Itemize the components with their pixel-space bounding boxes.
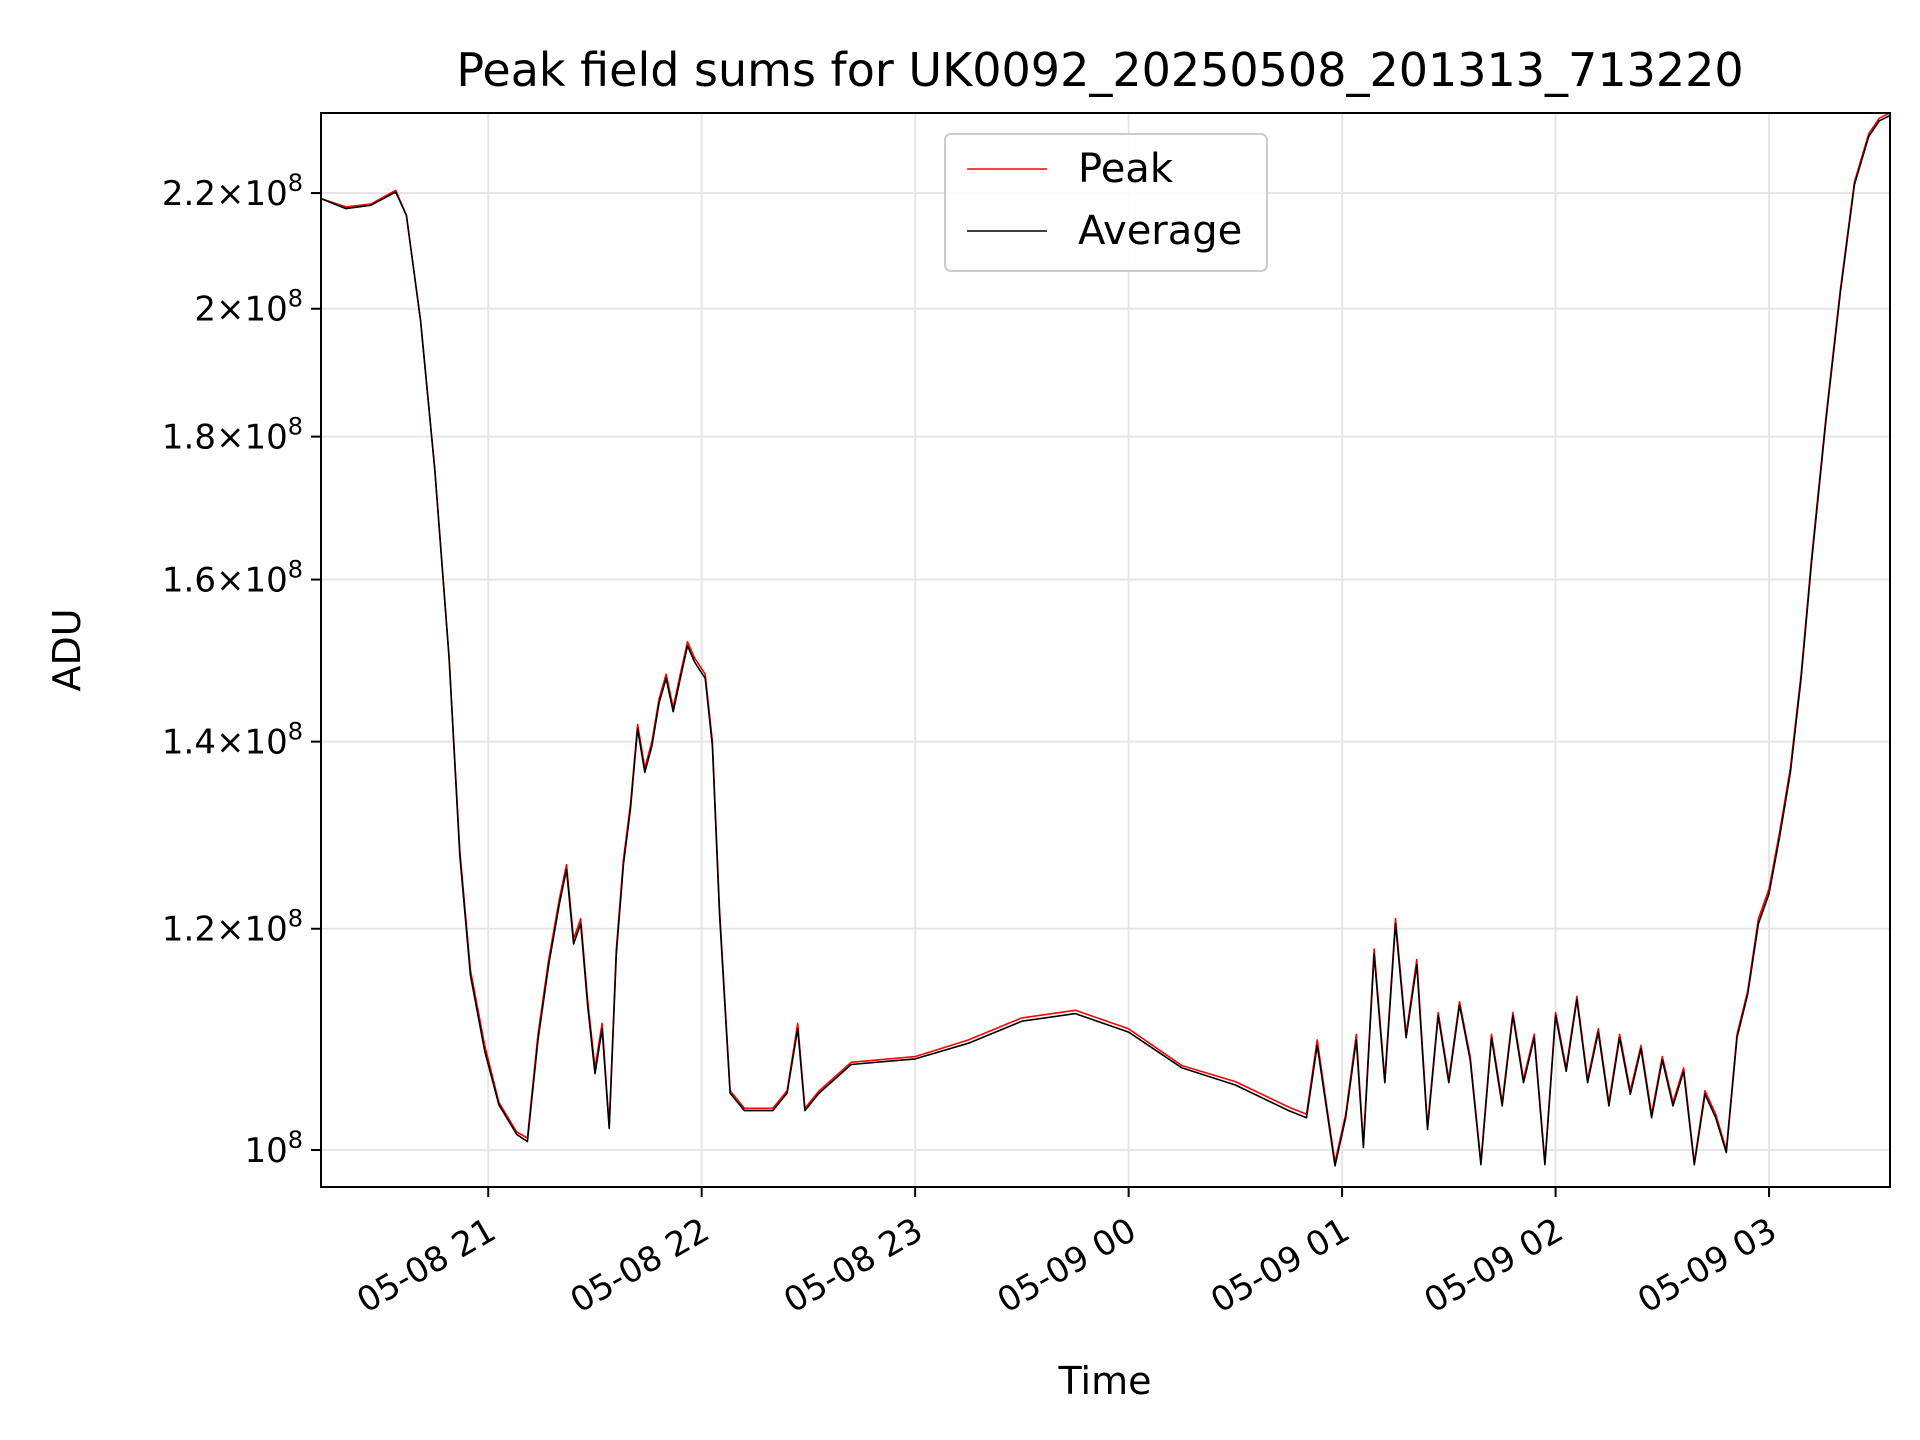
- legend-label-peak: Peak: [1078, 146, 1174, 192]
- x-axis-label: Time: [1058, 1359, 1152, 1403]
- y-tick-label: 1.2×108: [162, 905, 303, 950]
- y-tick-label: 1.4×108: [162, 718, 303, 763]
- y-tick-label: 1.8×108: [162, 413, 303, 458]
- legend-label-average: Average: [1078, 208, 1242, 254]
- plot-area: [321, 113, 1890, 1187]
- y-axis-ticks: 108 1.2×108 1.4×108 1.6×108 1.8×108 2×108 2.2×…: [162, 169, 321, 1171]
- chart-title: Peak field sums for UK0092_20250508_2013…: [456, 43, 1743, 97]
- plot-frame: [320, 112, 1891, 1188]
- y-tick-label: 108: [244, 1126, 303, 1171]
- series-line-average: [321, 114, 1890, 1167]
- y-tick-label: 2.2×108: [162, 169, 303, 214]
- y-tick-label: 2×108: [194, 285, 303, 330]
- legend: Peak Average: [944, 133, 1268, 272]
- series-lines: [321, 113, 1890, 1167]
- y-axis-label: ADU: [45, 608, 89, 691]
- series-line-peak: [321, 113, 1890, 1163]
- y-tick-label: 1.6×108: [162, 556, 303, 601]
